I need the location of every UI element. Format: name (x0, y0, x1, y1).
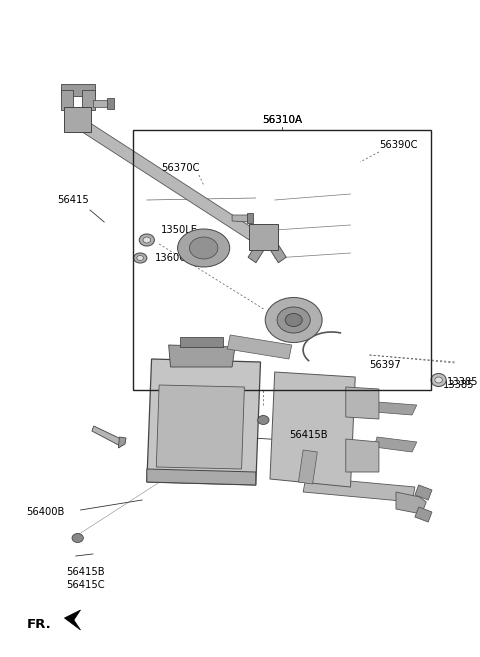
Polygon shape (267, 239, 286, 263)
Text: 56390C: 56390C (379, 140, 418, 150)
Polygon shape (64, 107, 91, 132)
Polygon shape (83, 90, 95, 110)
Ellipse shape (133, 253, 147, 263)
Text: 56400B: 56400B (26, 507, 65, 517)
Text: 56370C: 56370C (161, 163, 200, 173)
Polygon shape (396, 492, 426, 514)
Polygon shape (415, 507, 432, 522)
Polygon shape (248, 239, 267, 263)
Polygon shape (415, 485, 432, 500)
Polygon shape (93, 100, 110, 107)
Polygon shape (64, 610, 81, 630)
Text: 56415C: 56415C (66, 580, 105, 590)
Text: 56310A: 56310A (262, 115, 302, 125)
Ellipse shape (178, 229, 230, 267)
Polygon shape (107, 98, 114, 109)
Ellipse shape (139, 234, 155, 246)
Text: 1360CF: 1360CF (155, 253, 192, 263)
Polygon shape (168, 345, 235, 367)
Ellipse shape (190, 237, 218, 259)
Polygon shape (147, 359, 261, 485)
Ellipse shape (258, 415, 269, 424)
Text: 56415B: 56415B (289, 430, 327, 440)
Ellipse shape (435, 377, 443, 383)
Polygon shape (119, 437, 126, 448)
Polygon shape (60, 90, 73, 110)
Text: 56415: 56415 (57, 195, 89, 205)
Polygon shape (92, 426, 123, 446)
Polygon shape (299, 450, 317, 484)
Polygon shape (147, 469, 256, 485)
Polygon shape (228, 335, 292, 359)
Ellipse shape (137, 256, 144, 260)
Polygon shape (232, 215, 250, 222)
Ellipse shape (285, 313, 302, 327)
Polygon shape (247, 213, 253, 223)
Text: 13385: 13385 (444, 380, 475, 390)
Polygon shape (180, 337, 223, 347)
Ellipse shape (277, 307, 310, 333)
Polygon shape (303, 477, 415, 502)
Text: 56310A: 56310A (262, 115, 302, 125)
Polygon shape (75, 117, 266, 247)
Polygon shape (346, 439, 379, 472)
Polygon shape (346, 387, 379, 419)
Bar (132, 130, 431, 390)
Ellipse shape (72, 533, 84, 543)
Polygon shape (374, 402, 417, 415)
Polygon shape (60, 84, 95, 96)
Text: 56397: 56397 (370, 360, 401, 370)
Text: 13385: 13385 (447, 377, 479, 387)
Polygon shape (156, 385, 244, 469)
Text: FR.: FR. (26, 618, 51, 631)
Ellipse shape (265, 298, 322, 342)
Ellipse shape (431, 373, 446, 386)
Polygon shape (374, 437, 417, 452)
Ellipse shape (143, 237, 151, 243)
Polygon shape (270, 372, 355, 487)
Text: 56415B: 56415B (66, 567, 105, 577)
Text: 1350LE: 1350LE (161, 225, 198, 235)
Polygon shape (249, 224, 277, 250)
